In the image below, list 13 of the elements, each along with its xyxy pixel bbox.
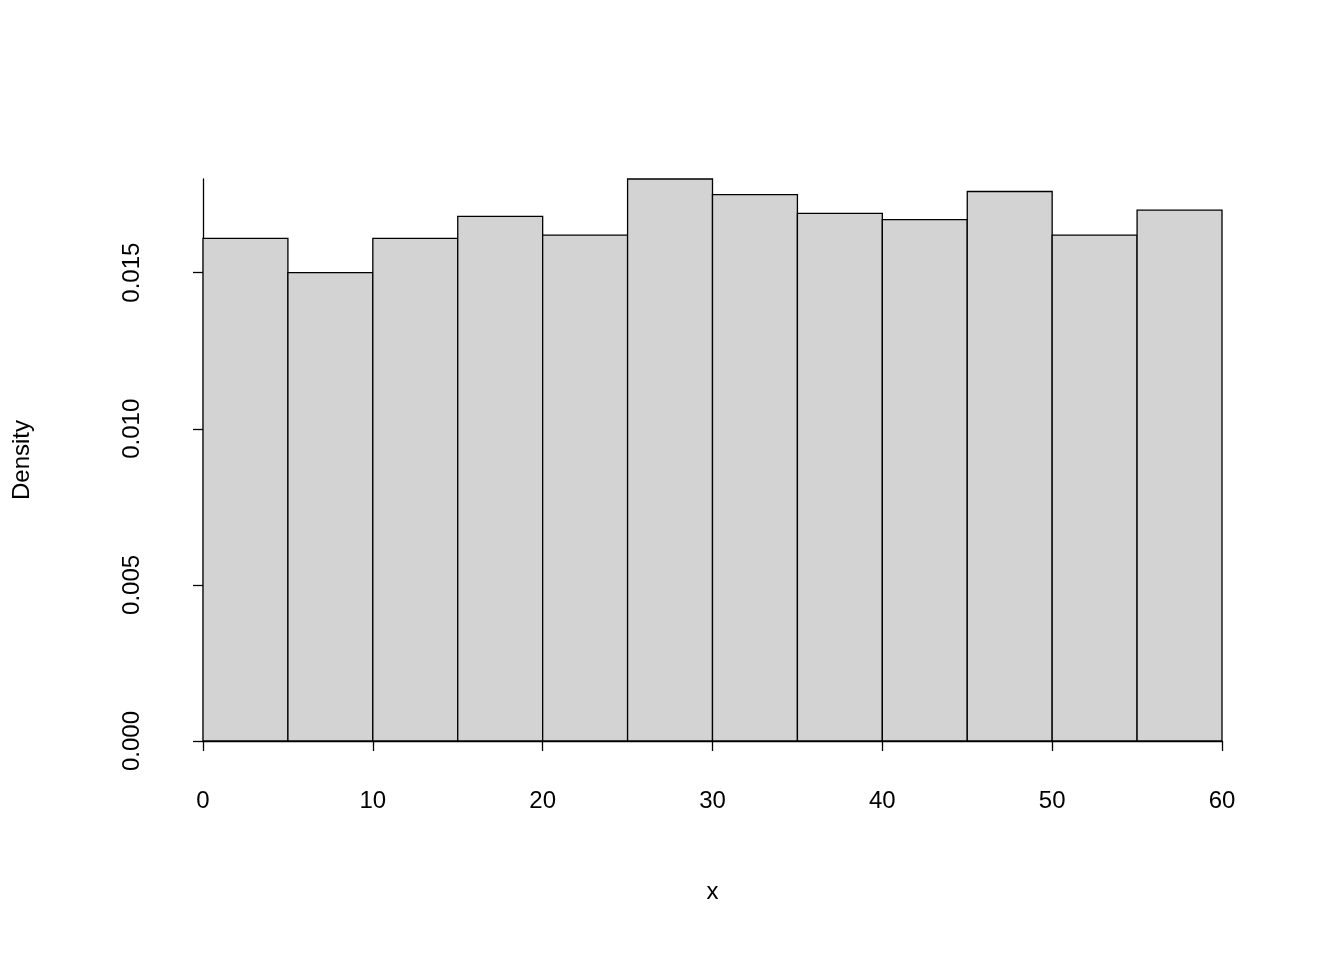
- y-tick-label: 0.010: [116, 398, 144, 459]
- x-tick-label: 40: [868, 785, 896, 813]
- x-axis-title: x: [706, 876, 719, 904]
- y-tick-label: 0.015: [116, 242, 144, 303]
- x-tick-label: 60: [1208, 785, 1236, 813]
- y-tick-label: 0.000: [116, 710, 144, 772]
- x-tick-label: 50: [1038, 785, 1066, 813]
- y-axis-title: Density: [6, 419, 34, 501]
- x-tick-label: 30: [699, 785, 726, 813]
- x-tick-label: 10: [359, 785, 387, 813]
- x-tick-label: 0: [196, 785, 210, 813]
- y-tick-label: 0.005: [116, 554, 144, 615]
- x-tick-label: 20: [529, 785, 557, 813]
